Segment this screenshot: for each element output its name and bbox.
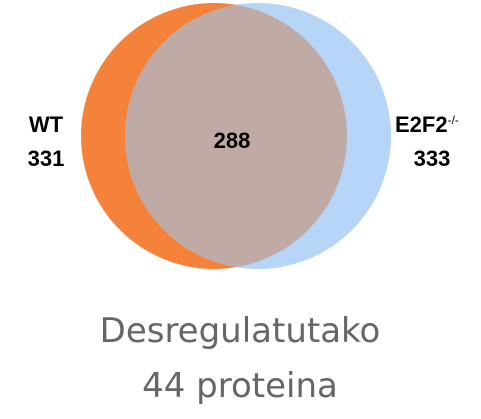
set-count: 333 [414,146,451,171]
set-label-main: E2F2 [395,112,448,137]
caption-line: Desregulatutako [100,311,381,351]
set-count: 331 [28,146,65,171]
intersection-count: 288 [214,128,251,153]
set-label: E2F2-/- [395,112,459,137]
caption-line: 44 proteina [142,366,338,406]
set-label: WT [29,112,64,137]
intersection-area [125,3,347,269]
set-label-superscript: -/- [448,113,459,127]
